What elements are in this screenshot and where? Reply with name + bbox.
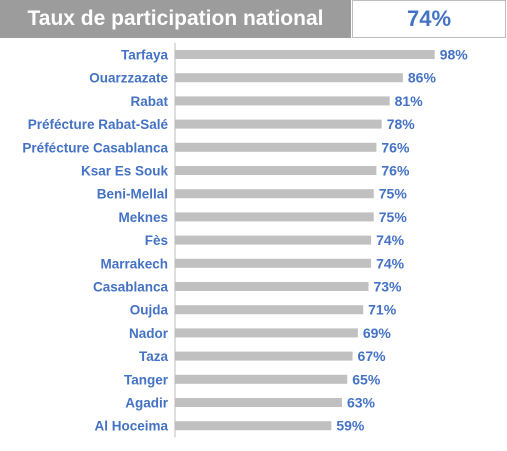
- value-labels: 98%86% 81% 78% 76% 76% 75% 75% 74% 74% 73% 71% 69% 6…: [336, 47, 468, 434]
- header-national-rate: 74%: [352, 0, 506, 38]
- value-label: 73%: [373, 279, 402, 295]
- category-label: Préfécture Casablanca: [22, 140, 168, 155]
- value-label: 71%: [368, 302, 397, 318]
- category-label: Beni-Mellal: [97, 187, 168, 202]
- category-label: Agadir: [125, 396, 169, 411]
- bar: [175, 142, 377, 152]
- category-label: Ouarzzazate: [89, 71, 168, 86]
- value-label: 76%: [381, 163, 410, 179]
- bar: [175, 166, 377, 175]
- bar: [175, 50, 435, 59]
- category-label: Casablanca: [93, 280, 169, 295]
- category-label: Rabat: [130, 94, 168, 109]
- bar: [175, 305, 364, 315]
- value-label: 86%: [408, 70, 437, 86]
- bar: [175, 212, 374, 222]
- category-label: Préfécture Rabat-Salé: [28, 117, 169, 132]
- value-label: 67%: [358, 348, 387, 364]
- category-label: Ksar Es Souk: [81, 164, 169, 179]
- bar: [175, 328, 358, 338]
- bar: [175, 421, 332, 431]
- value-label: 75%: [379, 209, 408, 225]
- participation-bar-chart: Tarfaya Ouarzzazate Rabat Préfécture Rabat-…: [22, 42, 468, 438]
- category-label: Marrakech: [100, 256, 168, 271]
- bar: [175, 282, 369, 291]
- value-label: 63%: [347, 395, 376, 411]
- value-label: 78%: [387, 116, 416, 132]
- bar: [175, 235, 372, 245]
- bar: [175, 351, 353, 361]
- category-label: Meknes: [118, 210, 168, 225]
- category-labels: Tarfaya Ouarzzazate Rabat Préfécture Rabat-…: [22, 48, 168, 434]
- bar: [175, 189, 374, 199]
- value-label: 59%: [336, 418, 365, 434]
- category-label: Nador: [129, 326, 169, 341]
- value-label: 74%: [376, 232, 405, 248]
- value-label: 98%: [440, 47, 469, 63]
- bars: [175, 50, 435, 431]
- header-title: Taux de participation national: [0, 0, 351, 38]
- category-label: Taza: [139, 349, 169, 364]
- value-label: 69%: [363, 325, 392, 341]
- category-label: Al Hoceima: [94, 419, 168, 434]
- category-label: Tanger: [124, 372, 169, 387]
- value-label: 65%: [352, 371, 381, 387]
- bar: [175, 374, 348, 384]
- category-label: Oujda: [130, 303, 169, 318]
- bar: [175, 73, 403, 83]
- participation-header: Taux de participation national 74%: [0, 0, 507, 38]
- value-label: 81%: [395, 93, 424, 109]
- category-label: Tarfaya: [121, 48, 169, 63]
- value-label: 75%: [379, 186, 408, 202]
- category-label: Fès: [145, 233, 168, 248]
- bar: [175, 258, 372, 268]
- bar: [175, 119, 382, 129]
- value-label: 74%: [376, 255, 405, 271]
- value-label: 76%: [381, 139, 410, 155]
- bar: [175, 96, 390, 106]
- bar: [175, 398, 342, 407]
